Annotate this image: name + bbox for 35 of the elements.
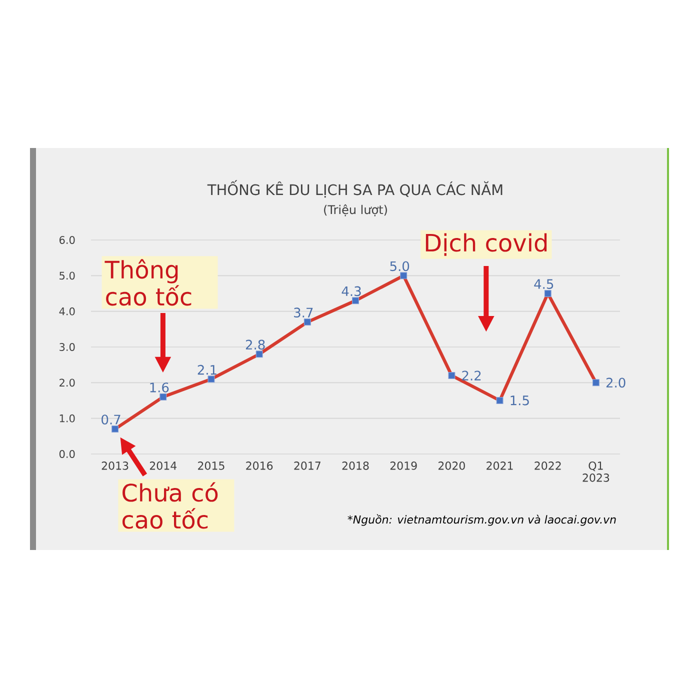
x-tick-label: Q1 2023 bbox=[582, 462, 610, 482]
x-tick-label: 2018 bbox=[342, 462, 369, 470]
x-tick-label: 2016 bbox=[246, 462, 273, 470]
data-label: 5.0 bbox=[390, 261, 410, 272]
chart-subtitle: (Triệu lượt) bbox=[324, 204, 387, 216]
y-tick-label: 2.0 bbox=[60, 378, 75, 387]
text: Chưa có cao tốc bbox=[122, 482, 218, 529]
annotation: Dịch covid bbox=[426, 233, 547, 256]
y-tick-label: 1.0 bbox=[60, 414, 75, 422]
data-label: 2.1 bbox=[198, 364, 216, 375]
y-tick-label: 3.0 bbox=[60, 343, 75, 351]
x-tick-label: 2013 bbox=[102, 462, 128, 470]
x-tick-label: 2014 bbox=[150, 462, 177, 470]
data-label: 1.5 bbox=[510, 396, 529, 406]
y-tick-label: 6.0 bbox=[60, 236, 75, 244]
data-label: 2.2 bbox=[462, 370, 481, 380]
x-tick-label: 2022 bbox=[534, 462, 561, 470]
y-tick-label: 5.0 bbox=[60, 272, 75, 280]
data-label: 4.5 bbox=[534, 279, 554, 289]
data-label: 2.8 bbox=[246, 340, 265, 350]
y-tick-label: 0.0 bbox=[59, 450, 75, 458]
x-tick-label: 2021 bbox=[486, 462, 513, 470]
annotation: Thông cao tốc bbox=[104, 259, 192, 306]
data-label: 2.0 bbox=[606, 378, 626, 388]
data-label: 1.6 bbox=[150, 382, 169, 392]
chart-title: THỐNG KÊ DU LỊCH SA PA QUA CÁC NĂM bbox=[207, 180, 502, 198]
data-label: 4.3 bbox=[342, 286, 361, 296]
x-tick-label: 2017 bbox=[294, 462, 320, 470]
data-label: 0.7 bbox=[102, 414, 120, 424]
y-tick-label: 4.0 bbox=[59, 307, 75, 316]
x-tick-label: 2019 bbox=[390, 462, 417, 470]
x-tick-label: 2020 bbox=[438, 462, 465, 470]
data-label: 3.7 bbox=[294, 308, 313, 318]
text: *Nguồn: vietnamtourism.gov.vn và laocai.gov.vn bbox=[348, 514, 616, 526]
x-tick-label: 2015 bbox=[198, 462, 224, 470]
